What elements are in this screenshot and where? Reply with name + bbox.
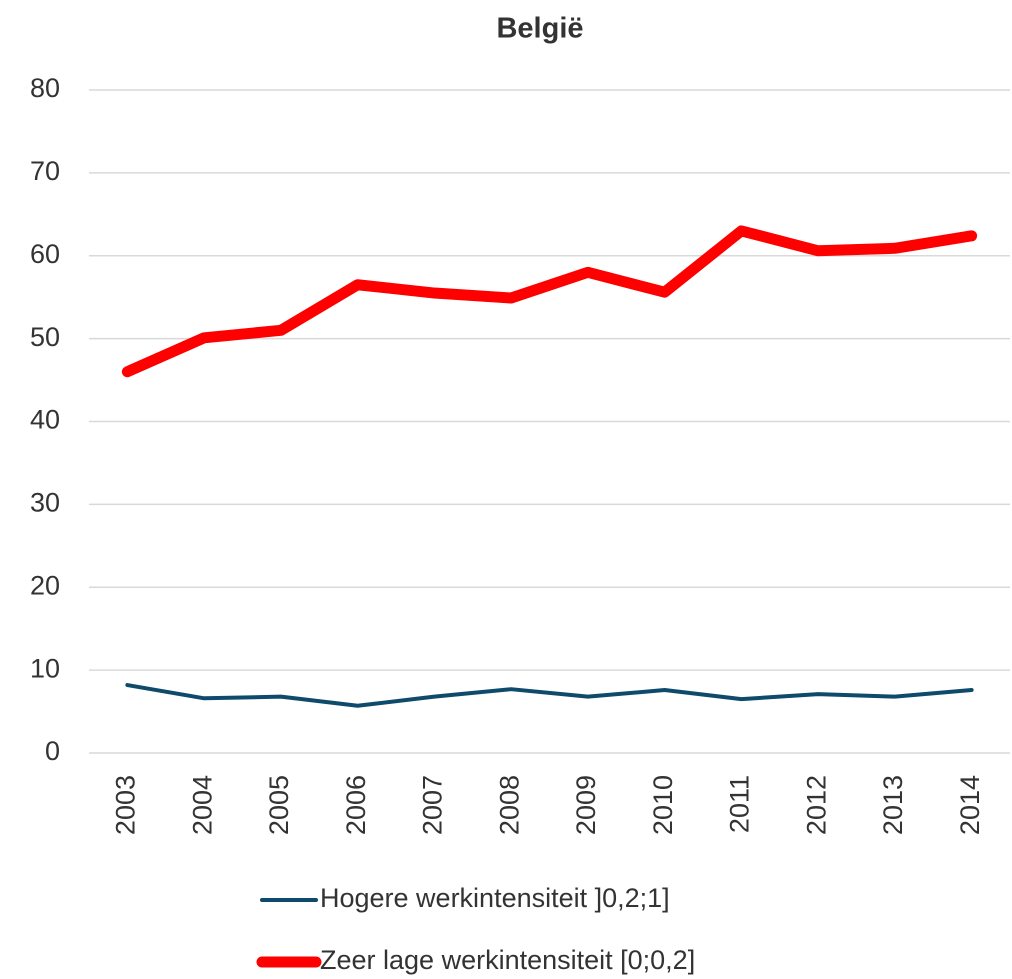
x-tick-label: 2013 <box>878 775 908 835</box>
y-tick-label: 40 <box>30 405 60 435</box>
y-tick-label: 30 <box>30 488 60 518</box>
y-tick-label: 60 <box>30 239 60 269</box>
line-series <box>125 683 974 708</box>
x-tick-label: 2003 <box>111 775 141 835</box>
y-tick-label: 10 <box>30 653 60 683</box>
x-tick-label: 2011 <box>725 775 755 833</box>
x-tick-label: 2009 <box>571 775 601 835</box>
legend-label: Zeer lage werkintensiteit [0;0,2] <box>320 945 695 975</box>
line-series <box>121 225 978 378</box>
y-tick-label: 80 <box>30 73 60 103</box>
chart-title: België <box>496 13 583 45</box>
x-tick-label: 2006 <box>341 775 371 835</box>
y-tick-label: 0 <box>45 736 60 766</box>
y-tick-label: 70 <box>30 156 60 186</box>
y-tick-label: 50 <box>30 322 60 352</box>
x-tick-label: 2007 <box>418 775 448 835</box>
x-tick-label: 2010 <box>648 775 678 835</box>
legend-label: Hogere werkintensiteit ]0,2;1] <box>320 883 670 913</box>
x-tick-label: 2005 <box>264 775 294 835</box>
x-tick-label: 2004 <box>187 775 217 835</box>
x-tick-label: 2014 <box>955 775 985 835</box>
y-tick-label: 20 <box>30 570 60 600</box>
x-tick-label: 2008 <box>494 775 524 835</box>
x-tick-label: 2012 <box>801 775 831 835</box>
